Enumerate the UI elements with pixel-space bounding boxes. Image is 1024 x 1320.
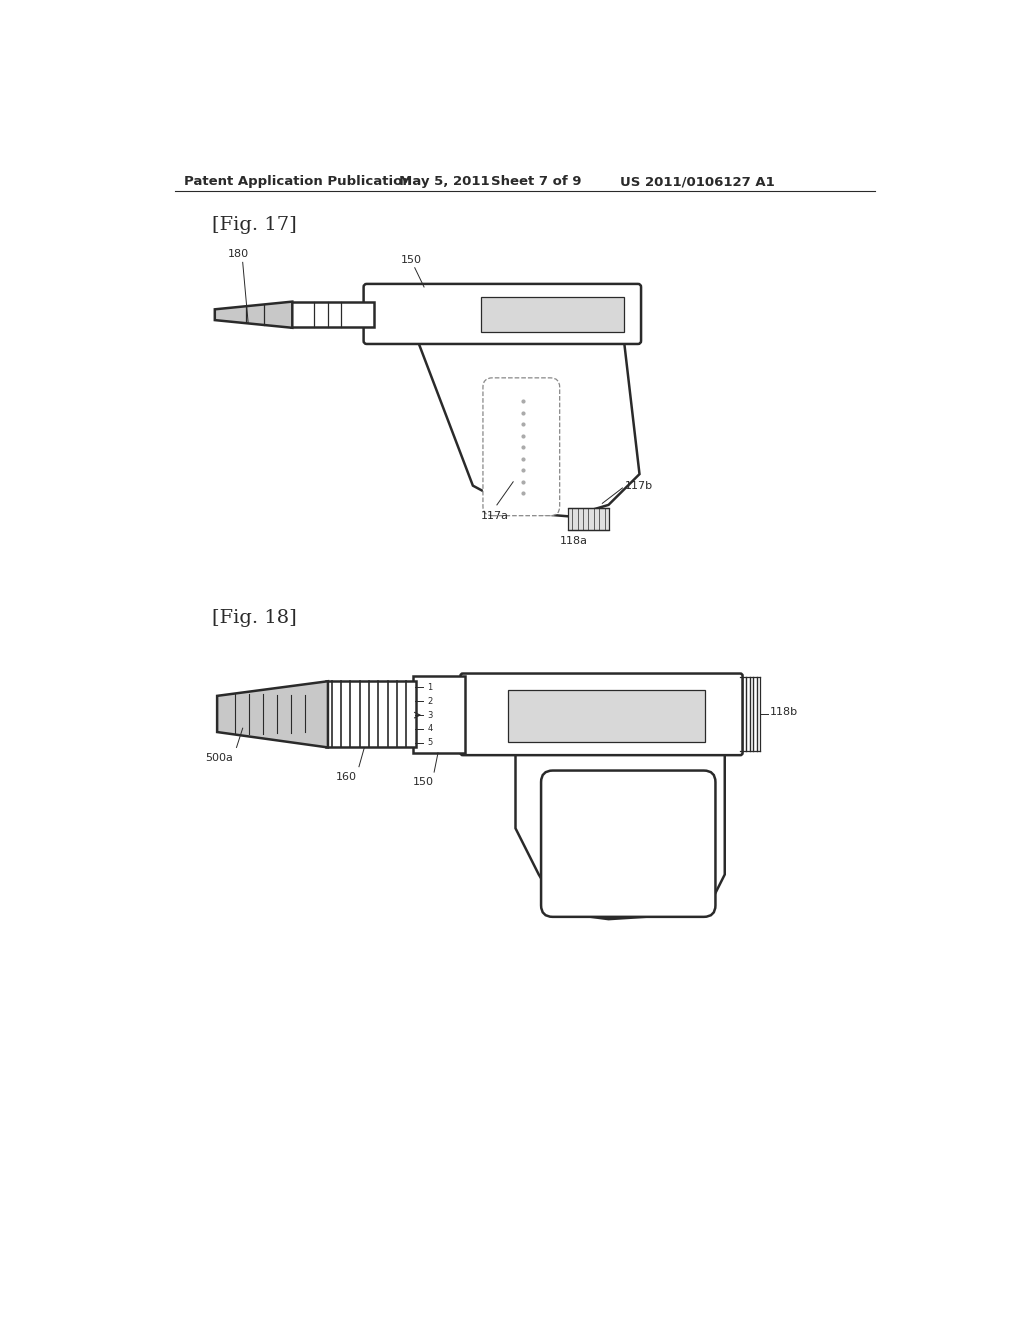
Text: 1: 1 xyxy=(427,682,432,692)
Text: 118b: 118b xyxy=(770,708,798,717)
Polygon shape xyxy=(419,339,640,516)
Text: 117b: 117b xyxy=(625,480,653,491)
Bar xyxy=(326,681,417,747)
Text: May 5, 2011: May 5, 2011 xyxy=(399,176,489,189)
Text: 117a: 117a xyxy=(480,511,509,521)
Text: Patent Application Publication: Patent Application Publication xyxy=(183,176,412,189)
Bar xyxy=(568,508,608,529)
Text: 180: 180 xyxy=(228,249,250,259)
Text: [Fig. 17]: [Fig. 17] xyxy=(212,216,297,234)
Polygon shape xyxy=(217,681,328,747)
Bar xyxy=(508,689,706,742)
Text: US 2011/0106127 A1: US 2011/0106127 A1 xyxy=(621,176,775,189)
FancyBboxPatch shape xyxy=(364,284,641,345)
Text: 3: 3 xyxy=(427,710,432,719)
Polygon shape xyxy=(515,752,725,919)
Text: 4: 4 xyxy=(427,725,432,734)
FancyBboxPatch shape xyxy=(461,673,742,755)
Text: 150: 150 xyxy=(400,255,421,264)
Polygon shape xyxy=(215,302,292,327)
Bar xyxy=(414,676,465,752)
Text: 160: 160 xyxy=(336,772,356,781)
Text: Sheet 7 of 9: Sheet 7 of 9 xyxy=(490,176,582,189)
FancyBboxPatch shape xyxy=(541,771,716,917)
FancyBboxPatch shape xyxy=(483,378,560,516)
Text: 2: 2 xyxy=(427,697,432,706)
Text: 5: 5 xyxy=(427,738,432,747)
Text: [Fig. 18]: [Fig. 18] xyxy=(212,609,297,627)
Bar xyxy=(480,297,624,331)
Text: 118a: 118a xyxy=(560,536,588,545)
Bar xyxy=(291,302,375,327)
Text: 150: 150 xyxy=(414,777,434,788)
Text: 500a: 500a xyxy=(206,752,233,763)
